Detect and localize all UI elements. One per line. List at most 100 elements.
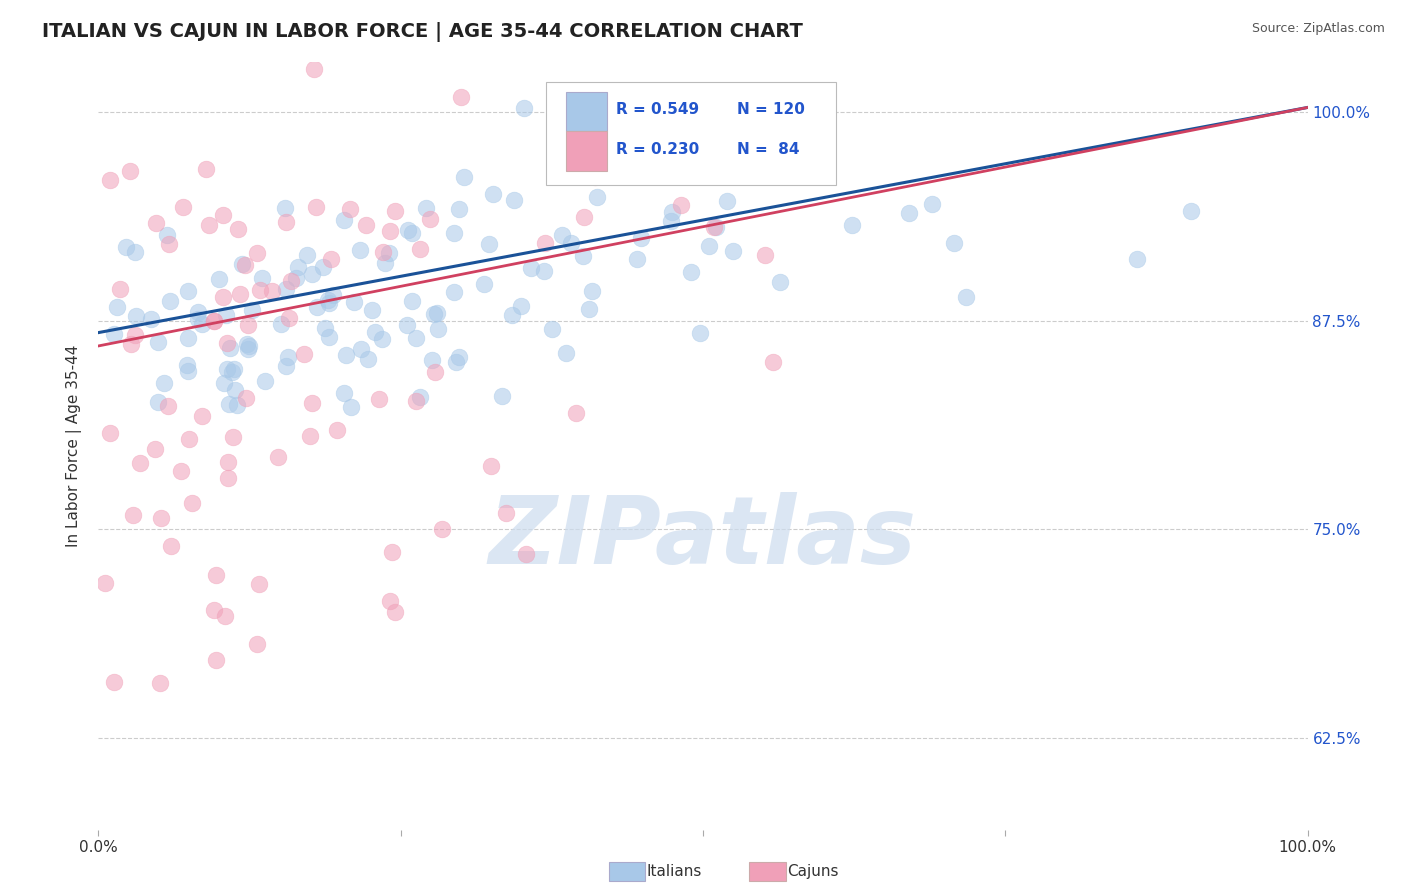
Point [146,395,169,409]
Point [318,329,340,343]
Point [354,218,377,232]
Point [321,252,343,266]
Point [177,364,200,378]
Point [716,194,738,208]
Point [401,226,423,240]
Point [333,385,356,400]
Point [626,252,648,267]
Point [703,219,725,234]
Text: Source: ZipAtlas.com: Source: ZipAtlas.com [1251,22,1385,36]
Point [314,321,336,335]
Point [495,506,517,520]
Point [212,208,235,222]
Point [443,285,465,300]
Point [659,214,682,228]
Point [405,331,427,345]
Point [679,265,702,279]
Point [510,299,533,313]
FancyBboxPatch shape [546,81,837,186]
Point [110,282,132,296]
Point [501,308,523,322]
Point [129,456,152,470]
Point [231,257,253,271]
Point [581,284,603,298]
Point [205,653,228,667]
Point [226,222,249,236]
Point [218,397,240,411]
Point [378,245,401,260]
Point [212,290,235,304]
Point [405,394,427,409]
Point [565,406,588,420]
Point [202,603,225,617]
Point [1180,203,1202,218]
Point [447,350,470,364]
Point [339,400,361,414]
Point [921,196,943,211]
Point [249,283,271,297]
Point [704,219,727,234]
Point [898,206,921,220]
Point [267,450,290,464]
Text: ITALIAN VS CAJUN IN LABOR FORCE | AGE 35-44 CORRELATION CHART: ITALIAN VS CAJUN IN LABOR FORCE | AGE 35… [42,22,803,42]
Point [295,248,318,262]
Point [217,335,239,350]
Point [218,342,240,356]
Point [322,288,344,302]
Point [380,224,402,238]
Point [721,244,744,259]
Point [277,350,299,364]
Point [276,282,298,296]
Point [769,275,792,289]
Point [215,308,238,322]
Point [443,226,465,240]
Point [600,164,623,178]
Point [235,391,257,405]
Point [221,365,243,379]
Point [339,202,361,216]
Point [115,240,138,254]
Point [502,194,524,208]
Point [274,215,297,229]
Point [236,337,259,351]
Point [120,337,142,351]
Point [447,202,470,216]
Point [472,277,495,292]
Point [172,200,194,214]
Point [533,263,555,277]
Point [247,576,270,591]
Point [276,359,298,373]
Point [143,442,166,456]
Point [180,495,202,509]
Point [430,522,453,536]
Point [156,399,179,413]
Point [367,392,389,406]
Y-axis label: In Labor Force | Age 35-44: In Labor Force | Age 35-44 [66,345,83,547]
Point [274,201,297,215]
Text: R = 0.230: R = 0.230 [616,142,699,157]
Point [246,637,269,651]
Text: Cajuns: Cajuns [787,864,839,879]
Point [343,294,366,309]
Point [520,261,543,276]
Point [224,361,246,376]
Point [301,268,323,282]
Point [481,186,503,201]
Point [426,306,449,320]
Point [233,258,256,272]
Point [371,245,394,260]
Point [208,272,231,286]
Point [141,311,163,326]
Point [943,236,966,251]
Point [370,333,392,347]
Point [554,346,576,360]
Point [98,426,121,441]
Point [586,190,609,204]
Point [146,334,169,349]
Point [177,284,200,298]
Point [277,310,299,325]
Point [250,271,273,285]
Point [444,355,467,369]
Text: R = 0.549: R = 0.549 [616,102,699,117]
Point [409,390,432,404]
